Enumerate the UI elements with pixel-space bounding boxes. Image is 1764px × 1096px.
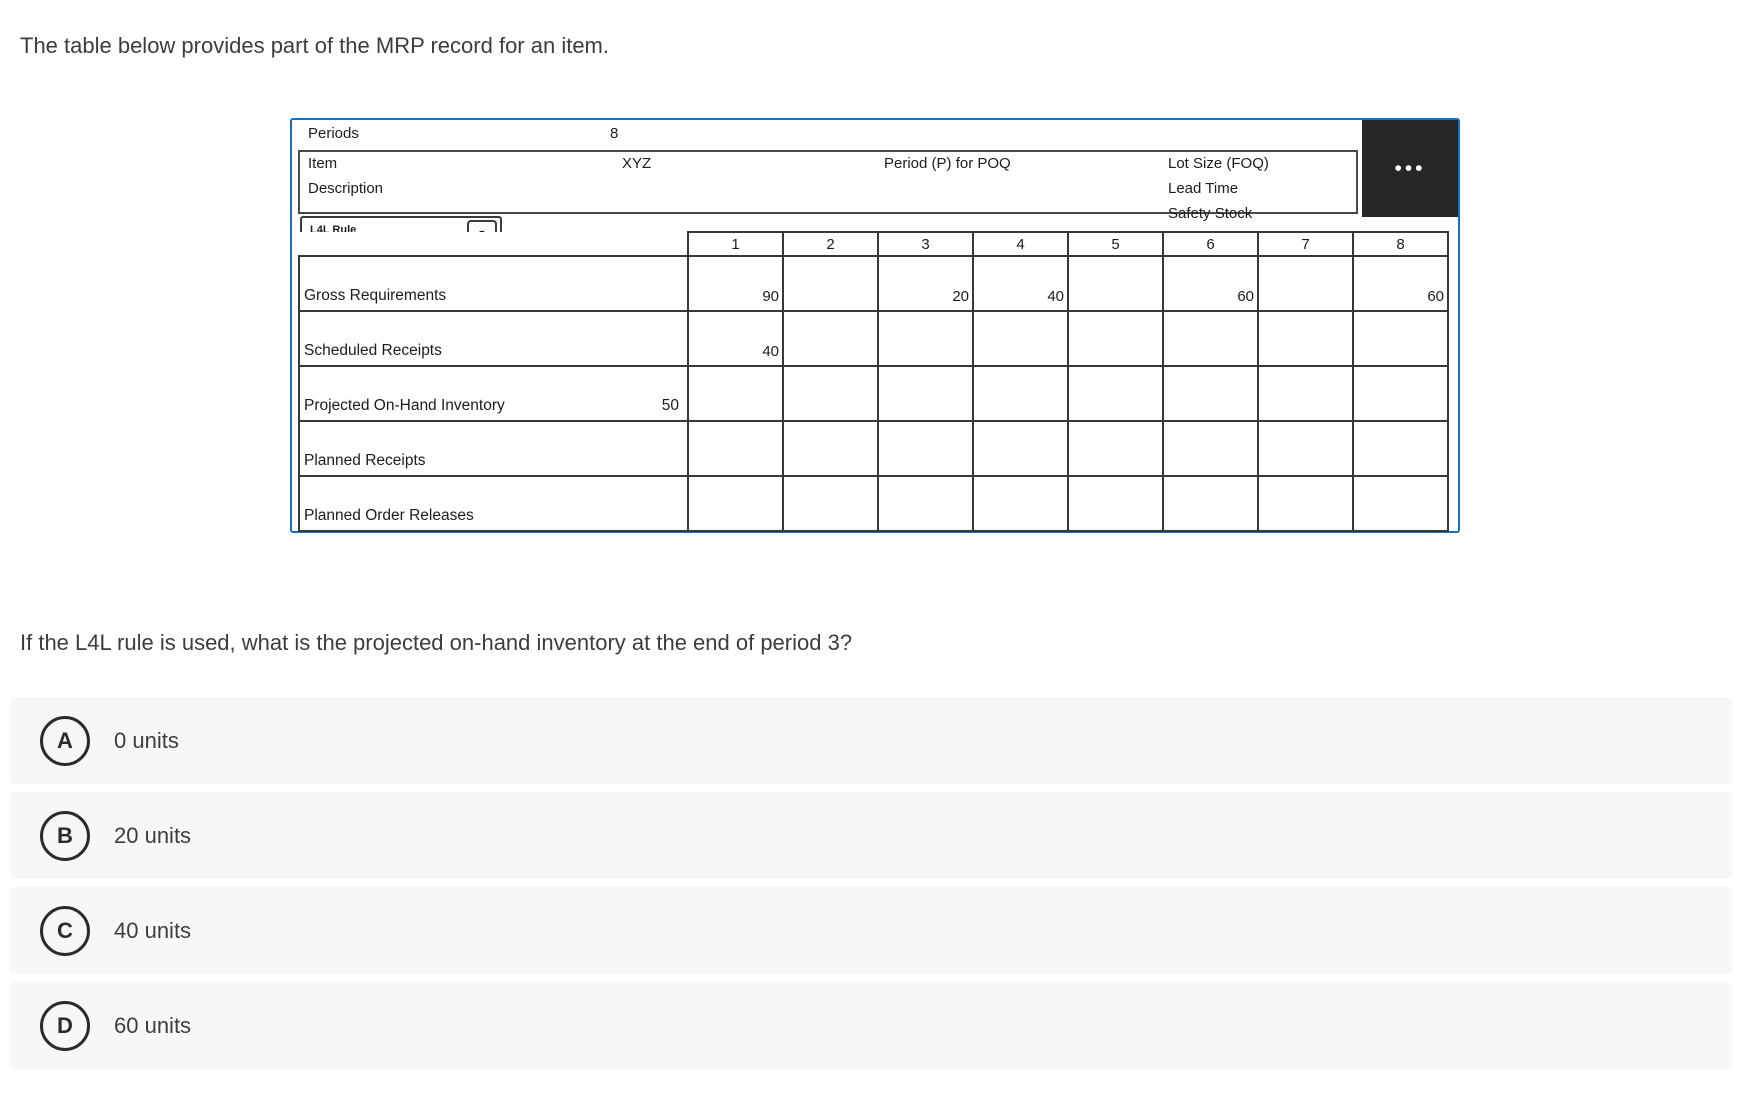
- grid-cell: [877, 420, 974, 477]
- grid-cell: [1162, 365, 1259, 422]
- grid-cell: [1352, 475, 1449, 532]
- grid-cell: [972, 475, 1069, 532]
- intro-text: The table below provides part of the MRP…: [20, 33, 609, 58]
- grid-cell: [1257, 310, 1354, 367]
- row-label: Planned Receipts: [304, 452, 426, 469]
- period-header: 8: [1352, 231, 1449, 257]
- grid-cell: [687, 475, 784, 532]
- grid-cell: [1162, 475, 1259, 532]
- grid-cell: [1067, 475, 1164, 532]
- grid-cell: [1067, 420, 1164, 477]
- option-label: 60 units: [114, 1012, 192, 1038]
- scheduled-receipts-row: Scheduled Receipts 40: [298, 310, 1449, 367]
- option-label: 0 units: [114, 727, 179, 753]
- grid-cell: [1257, 475, 1354, 532]
- planned-order-releases-row: Planned Order Releases: [298, 475, 1449, 532]
- grid-cell: [782, 365, 879, 422]
- answer-option-d[interactable]: D 60 units: [10, 982, 1732, 1069]
- row-label: Planned Order Releases: [304, 507, 474, 524]
- period-header-row: 1 2 3 4 5 6 7 8: [299, 231, 1449, 257]
- period-header: 5: [1067, 231, 1164, 257]
- grid-cell: [687, 420, 784, 477]
- grid-cell: [687, 365, 784, 422]
- grid-cell: [1352, 365, 1449, 422]
- grid-cell: [972, 310, 1069, 367]
- period-header: 4: [972, 231, 1069, 257]
- option-letter-badge: B: [40, 810, 90, 861]
- planned-receipts-row: Planned Receipts: [298, 420, 1449, 477]
- period-header: 2: [782, 231, 879, 257]
- gross-requirements-row: Gross Requirements 90 20 40 60 60: [298, 255, 1449, 312]
- period-header: 1: [687, 231, 784, 257]
- row-label: Gross Requirements: [304, 287, 447, 304]
- option-label: 40 units: [114, 917, 192, 943]
- mrp-grid: 1 2 3 4 5 6 7 8 Gross Requirements 90 20…: [298, 231, 1449, 532]
- safety-stock-label: Safety Stock: [1168, 205, 1253, 222]
- grid-cell: [1067, 255, 1164, 312]
- answer-option-a[interactable]: A 0 units: [10, 697, 1732, 784]
- periods-value: 8: [610, 125, 619, 142]
- grid-cell: [1067, 310, 1164, 367]
- grid-cell: [877, 365, 974, 422]
- period-poq-label: Period (P) for POQ: [884, 155, 1011, 172]
- ellipsis-icon: •••: [1394, 157, 1426, 180]
- period-header: 6: [1162, 231, 1259, 257]
- grid-cell: [972, 420, 1069, 477]
- grid-cell: 90: [687, 255, 784, 312]
- grid-cell: 60: [1352, 255, 1449, 312]
- row-label: Scheduled Receipts: [304, 342, 442, 359]
- mrp-record-image: Periods 8 Item XYZ Period (P) for POQ Lo…: [290, 118, 1460, 533]
- grid-cell: [877, 310, 974, 367]
- projected-on-hand-row: Projected On-Hand Inventory 50: [298, 365, 1449, 422]
- answer-option-c[interactable]: C 40 units: [10, 887, 1732, 974]
- question-text: If the L4L rule is used, what is the pro…: [20, 630, 853, 655]
- periods-label: Periods: [308, 125, 359, 142]
- grid-cell: [1352, 310, 1449, 367]
- option-letter-badge: D: [40, 1000, 90, 1051]
- grid-cell: [1162, 310, 1259, 367]
- item-header-box: Item XYZ Period (P) for POQ Lot Size (FO…: [298, 150, 1358, 222]
- item-value: XYZ: [622, 155, 652, 172]
- grid-cell: 60: [1162, 255, 1259, 312]
- ellipsis-menu-button[interactable]: •••: [1362, 120, 1458, 217]
- grid-cell: [782, 310, 879, 367]
- grid-cell: 40: [687, 310, 784, 367]
- period-header: 3: [877, 231, 974, 257]
- option-label: 20 units: [114, 822, 192, 848]
- grid-cell: [1352, 420, 1449, 477]
- answer-option-b[interactable]: B 20 units: [10, 792, 1732, 879]
- grid-cell: [1257, 420, 1354, 477]
- row-label: Projected On-Hand Inventory: [304, 397, 505, 414]
- grid-corner-cell: [299, 232, 688, 257]
- item-label: Item: [308, 155, 338, 172]
- grid-cell: [1257, 255, 1354, 312]
- row-start-value: 50: [661, 397, 679, 414]
- grid-cell: [1257, 365, 1354, 422]
- option-letter-badge: A: [40, 715, 90, 766]
- grid-cell: 20: [877, 255, 974, 312]
- grid-cell: 40: [972, 255, 1069, 312]
- grid-cell: [877, 475, 974, 532]
- description-label: Description: [308, 180, 384, 197]
- grid-cell: [782, 475, 879, 532]
- grid-cell: [1067, 365, 1164, 422]
- lead-time-label: Lead Time: [1168, 180, 1239, 197]
- option-letter-badge: C: [40, 905, 90, 956]
- grid-cell: [1162, 420, 1259, 477]
- lot-size-label: Lot Size (FOQ): [1168, 155, 1269, 172]
- grid-cell: [782, 420, 879, 477]
- grid-cell: [972, 365, 1069, 422]
- period-header: 7: [1257, 231, 1354, 257]
- grid-cell: [782, 255, 879, 312]
